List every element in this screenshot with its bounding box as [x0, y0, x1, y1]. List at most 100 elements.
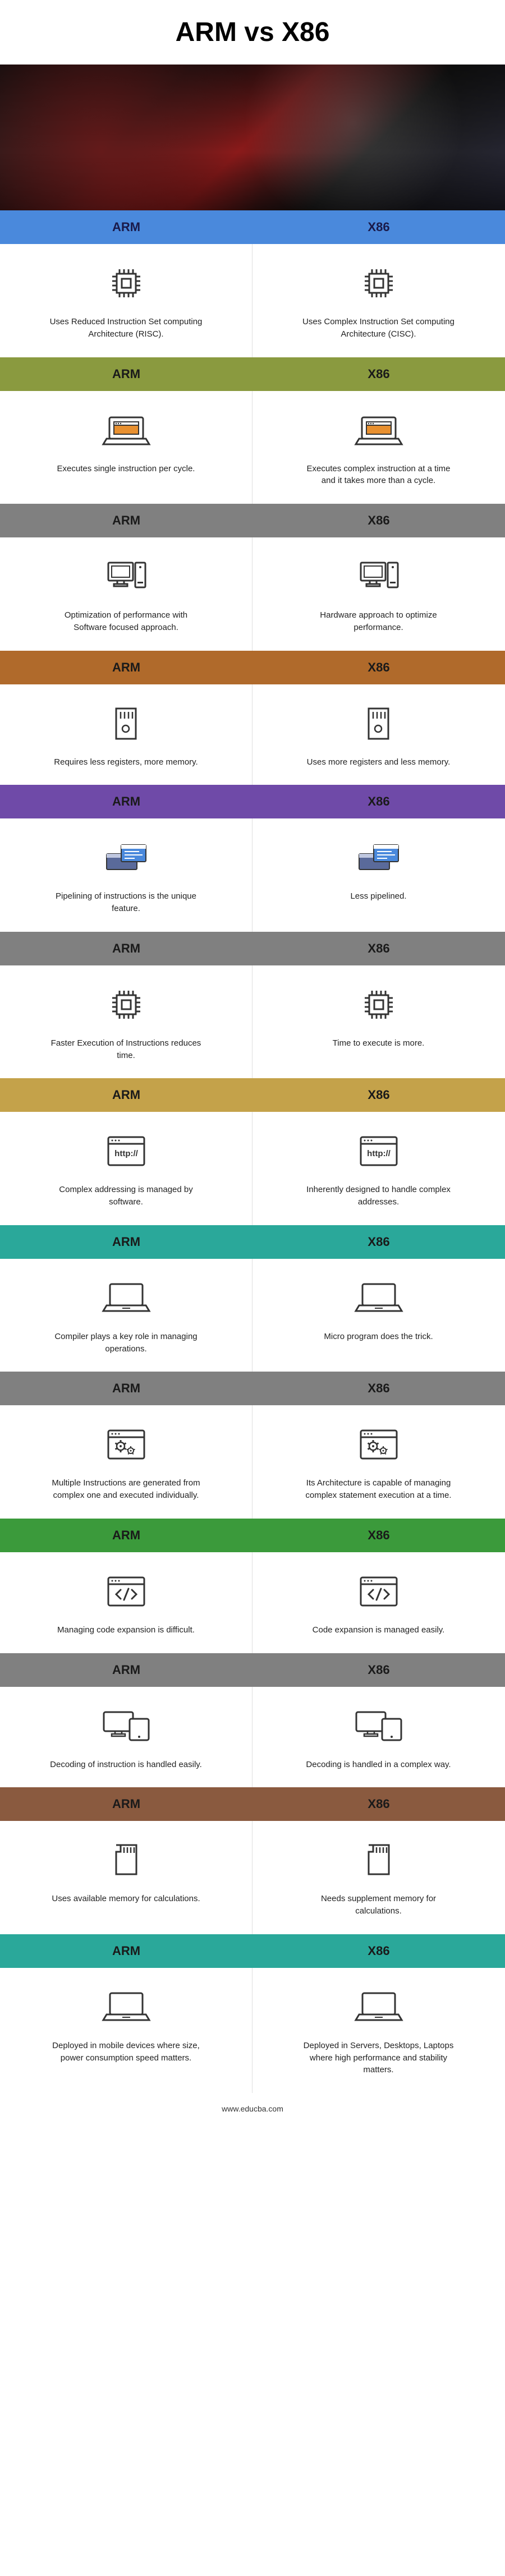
comparison-row: Requires less registers, more memory. Us… — [0, 684, 505, 785]
section-header: ARM X86 — [0, 1372, 505, 1405]
section-header: ARM X86 — [0, 785, 505, 818]
comparison-sections: ARM X86 Uses Reduced Instruction Set com… — [0, 210, 505, 2093]
pipeline-icon — [22, 835, 229, 880]
right-description: Decoding is handled in a complex way. — [300, 1759, 457, 1771]
comparison-row: Pipelining of instructions is the unique… — [0, 818, 505, 932]
comparison-row: Uses available memory for calculations. … — [0, 1821, 505, 1934]
left-cell: Executes single instruction per cycle. — [0, 391, 252, 504]
laptop-icon — [22, 1985, 229, 2030]
right-description: Deployed in Servers, Desktops, Laptops w… — [300, 2040, 457, 2076]
right-header: X86 — [252, 1797, 505, 1811]
comparison-row: Decoding of instruction is handled easil… — [0, 1687, 505, 1788]
left-cell: Decoding of instruction is handled easil… — [0, 1687, 252, 1788]
laptop-window-icon — [22, 408, 229, 453]
left-description: Deployed in mobile devices where size, p… — [48, 2040, 205, 2064]
right-header: X86 — [252, 1944, 505, 1958]
right-header: X86 — [252, 794, 505, 809]
laptop-icon — [22, 1276, 229, 1321]
section-header: ARM X86 — [0, 1078, 505, 1112]
right-header: X86 — [252, 220, 505, 234]
sd-icon — [22, 1838, 229, 1883]
left-header: ARM — [0, 941, 252, 956]
section-header: ARM X86 — [0, 932, 505, 965]
chip-icon — [275, 982, 482, 1027]
left-header: ARM — [0, 660, 252, 675]
right-cell: Decoding is handled in a complex way. — [252, 1687, 504, 1788]
section-header: ARM X86 — [0, 357, 505, 391]
comparison-row: Deployed in mobile devices where size, p… — [0, 1968, 505, 2093]
left-cell: Managing code expansion is difficult. — [0, 1552, 252, 1653]
section-header: ARM X86 — [0, 210, 505, 244]
right-cell: Uses more registers and less memory. — [252, 684, 504, 785]
comparison-row: Executes single instruction per cycle. E… — [0, 391, 505, 504]
right-cell: Micro program does the trick. — [252, 1259, 504, 1372]
memory-card-icon — [275, 701, 482, 746]
right-description: Needs supplement memory for calculations… — [300, 1893, 457, 1917]
laptop-icon — [275, 1276, 482, 1321]
left-cell: Multiple Instructions are generated from… — [0, 1405, 252, 1519]
right-header: X86 — [252, 513, 505, 528]
comparison-row: http:// Complex addressing is managed by… — [0, 1112, 505, 1225]
right-description: Inherently designed to handle complex ad… — [300, 1184, 457, 1208]
http-icon: http:// — [275, 1129, 482, 1174]
right-cell: http:// Inherently designed to handle co… — [252, 1112, 504, 1225]
svg-text:http://: http:// — [367, 1149, 391, 1158]
right-header: X86 — [252, 1381, 505, 1396]
right-header: X86 — [252, 1528, 505, 1543]
right-header: X86 — [252, 660, 505, 675]
right-cell: Time to execute is more. — [252, 965, 504, 1079]
left-description: Faster Execution of Instructions reduces… — [48, 1037, 205, 1062]
chip-icon — [22, 982, 229, 1027]
sd-icon — [275, 1838, 482, 1883]
section-header: ARM X86 — [0, 1653, 505, 1687]
comparison-row: Optimization of performance with Softwar… — [0, 537, 505, 651]
left-header: ARM — [0, 513, 252, 528]
section-header: ARM X86 — [0, 1934, 505, 1968]
gears-window-icon — [275, 1422, 482, 1467]
left-header: ARM — [0, 1663, 252, 1677]
right-cell: Executes complex instruction at a time a… — [252, 391, 504, 504]
left-cell: Uses Reduced Instruction Set computing A… — [0, 244, 252, 357]
right-cell: Less pipelined. — [252, 818, 504, 932]
left-description: Executes single instruction per cycle. — [48, 463, 205, 475]
left-header: ARM — [0, 1235, 252, 1249]
hero-image — [0, 65, 505, 210]
infographic-container: ARM vs X86 ARM X86 Uses Reduced Instruct… — [0, 0, 505, 2124]
right-description: Uses more registers and less memory. — [300, 756, 457, 769]
left-cell: Faster Execution of Instructions reduces… — [0, 965, 252, 1079]
right-cell: Deployed in Servers, Desktops, Laptops w… — [252, 1968, 504, 2093]
right-description: Micro program does the trick. — [300, 1331, 457, 1343]
right-description: Hardware approach to optimize performanc… — [300, 609, 457, 634]
left-description: Managing code expansion is difficult. — [48, 1624, 205, 1636]
left-header: ARM — [0, 1381, 252, 1396]
left-description: Multiple Instructions are generated from… — [48, 1477, 205, 1502]
left-cell: Compiler plays a key role in managing op… — [0, 1259, 252, 1372]
left-description: Compiler plays a key role in managing op… — [48, 1331, 205, 1355]
chip-icon — [22, 261, 229, 306]
right-header: X86 — [252, 941, 505, 956]
left-cell: Requires less registers, more memory. — [0, 684, 252, 785]
devices-icon — [275, 1704, 482, 1749]
code-icon — [22, 1569, 229, 1614]
right-cell: Code expansion is managed easily. — [252, 1552, 504, 1653]
chip-icon — [275, 261, 482, 306]
right-cell: Uses Complex Instruction Set computing A… — [252, 244, 504, 357]
right-description: Its Architecture is capable of managing … — [300, 1477, 457, 1502]
desktop-icon — [22, 554, 229, 599]
left-header: ARM — [0, 367, 252, 381]
right-cell: Hardware approach to optimize performanc… — [252, 537, 504, 651]
left-description: Pipelining of instructions is the unique… — [48, 890, 205, 915]
left-cell: Uses available memory for calculations. — [0, 1821, 252, 1934]
left-description: Complex addressing is managed by softwar… — [48, 1184, 205, 1208]
left-description: Uses available memory for calculations. — [48, 1893, 205, 1905]
comparison-row: Managing code expansion is difficult. Co… — [0, 1552, 505, 1653]
left-header: ARM — [0, 220, 252, 234]
section-header: ARM X86 — [0, 504, 505, 537]
left-header: ARM — [0, 794, 252, 809]
left-cell: Optimization of performance with Softwar… — [0, 537, 252, 651]
code-icon — [275, 1569, 482, 1614]
devices-icon — [22, 1704, 229, 1749]
right-description: Time to execute is more. — [300, 1037, 457, 1050]
right-header: X86 — [252, 1235, 505, 1249]
right-header: X86 — [252, 1663, 505, 1677]
